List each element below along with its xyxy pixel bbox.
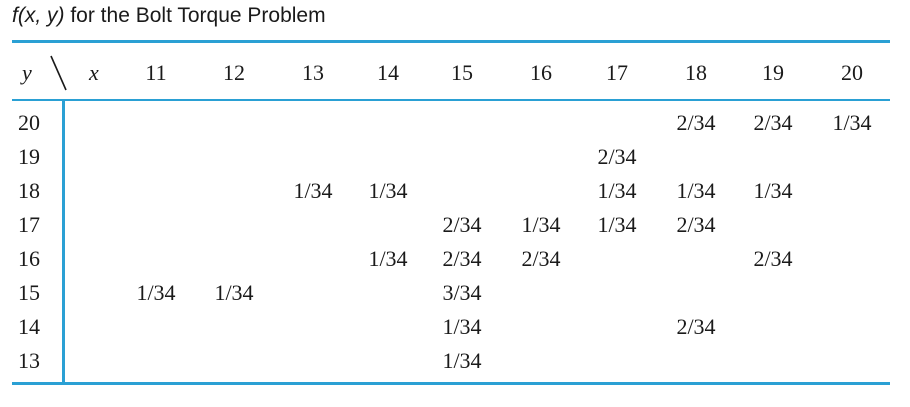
- bottom-rule: [12, 382, 890, 385]
- column-header: 11: [145, 60, 167, 85]
- table-cell: 1/34: [214, 280, 254, 305]
- column-header: 13: [302, 60, 324, 85]
- table-caption: f(x, y) for the Bolt Torque Problem: [12, 4, 326, 28]
- table-cell: 1/34: [597, 178, 637, 203]
- row-label-divider: [62, 101, 65, 382]
- table-cell: 1/34: [136, 280, 176, 305]
- table-cell: 1/34: [753, 178, 793, 203]
- x-axis-header: x: [89, 60, 99, 85]
- table-cell: 1/34: [521, 212, 561, 237]
- column-header: 20: [841, 60, 863, 85]
- caption-function: f(x, y): [12, 4, 65, 27]
- table-cell: 2/34: [676, 212, 716, 237]
- table-cell: 2/34: [442, 246, 482, 271]
- table-cell: 3/34: [442, 280, 482, 305]
- header-diagonal-divider: [50, 55, 67, 91]
- table-cell: 1/34: [676, 178, 716, 203]
- table-cell: 1/34: [442, 348, 482, 373]
- column-header: 16: [530, 60, 552, 85]
- table-cell: 2/34: [753, 110, 793, 135]
- table-cell: 1/34: [293, 178, 333, 203]
- table-cell: 2/34: [753, 246, 793, 271]
- header-rule: [12, 99, 890, 101]
- table-cell: 1/34: [442, 314, 482, 339]
- row-label: 13: [18, 348, 40, 373]
- row-label: 17: [18, 212, 40, 237]
- table-cell: 2/34: [676, 314, 716, 339]
- row-label: 15: [18, 280, 40, 305]
- row-label: 20: [18, 110, 40, 135]
- row-label: 16: [18, 246, 40, 271]
- row-label: 18: [18, 178, 40, 203]
- column-header: 15: [451, 60, 473, 85]
- column-header: 12: [223, 60, 245, 85]
- table-cell: 1/34: [368, 246, 408, 271]
- table-cell: 1/34: [832, 110, 872, 135]
- caption-text: for the Bolt Torque Problem: [70, 4, 326, 27]
- column-header: 14: [377, 60, 399, 85]
- table-cell: 2/34: [442, 212, 482, 237]
- table-cell: 2/34: [521, 246, 561, 271]
- top-rule: [12, 40, 890, 43]
- row-label: 14: [18, 314, 40, 339]
- column-header: 18: [685, 60, 707, 85]
- table-cell: 2/34: [676, 110, 716, 135]
- row-label: 19: [18, 144, 40, 169]
- column-header: 19: [762, 60, 784, 85]
- table-cell: 1/34: [368, 178, 408, 203]
- table-cell: 2/34: [597, 144, 637, 169]
- y-axis-header: y: [22, 60, 32, 85]
- column-header: 17: [606, 60, 628, 85]
- table-cell: 1/34: [597, 212, 637, 237]
